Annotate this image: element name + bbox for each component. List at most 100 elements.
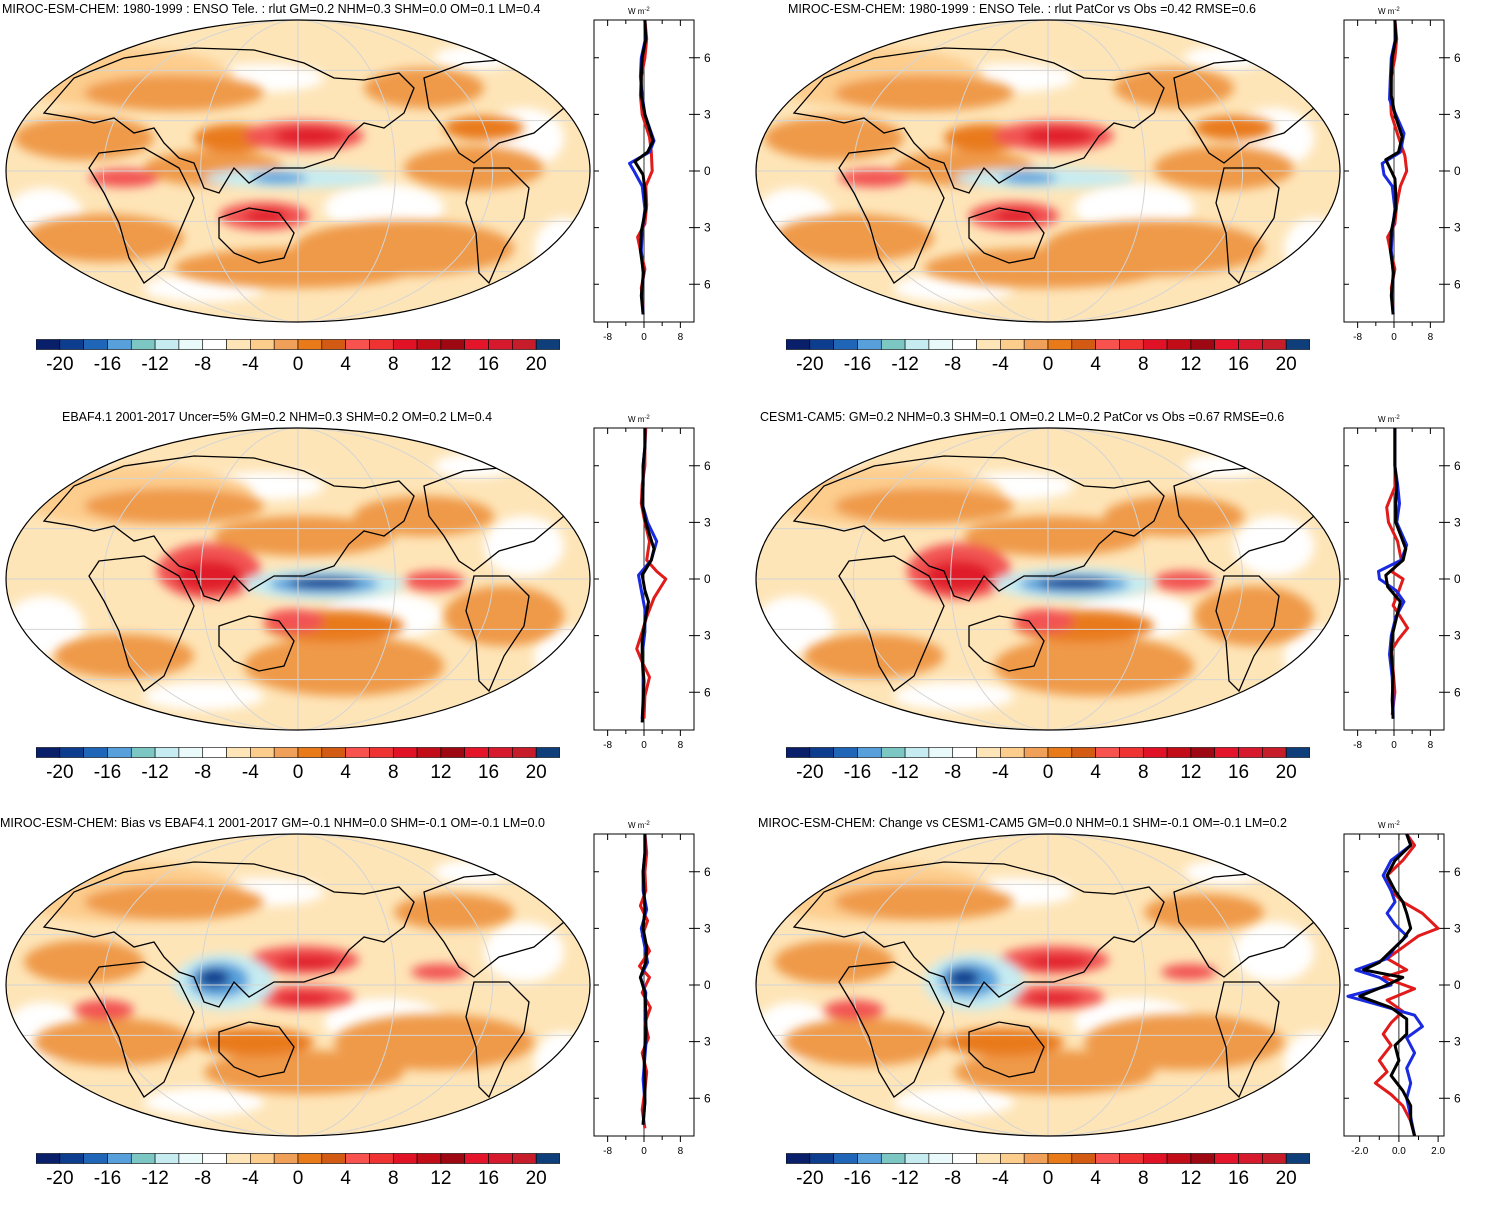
- colorbar: [36, 1153, 560, 1164]
- coastline: [968, 615, 1045, 672]
- colorbar-labels: -20 -16 -12 -8 -4 0 4 8 12 16 20: [36, 1168, 560, 1194]
- anomaly-patch: [251, 172, 307, 184]
- coastline: [88, 555, 195, 692]
- colorbar-swatch: [833, 1153, 858, 1164]
- lat-tick-label: 30N: [704, 107, 710, 121]
- colorbar-swatch: [202, 1153, 227, 1164]
- coastline: [465, 575, 530, 693]
- panel-title: MIROC-ESM-CHEM: Bias vs EBAF4.1 2001-201…: [0, 816, 545, 830]
- anomaly-patch: [14, 116, 154, 160]
- anomaly-patch: [444, 116, 524, 140]
- colorbar-swatch: [1023, 339, 1049, 350]
- colorbar-swatch: [1166, 1153, 1192, 1164]
- anomaly-patch: [84, 488, 264, 524]
- lat-tick-label: 30N: [704, 515, 710, 529]
- colorbar-swatch: [1119, 1153, 1144, 1164]
- colorbar-tick-label: 8: [1137, 354, 1149, 375]
- colorbar-swatch: [976, 1153, 1001, 1164]
- anomaly-patch: [1001, 172, 1057, 184]
- colorbar-swatch: [154, 1153, 180, 1164]
- colorbar-swatch: [321, 1153, 346, 1164]
- profile-unit-label: W m-2: [1378, 821, 1400, 830]
- colorbar-tick-label: 12: [430, 1168, 452, 1189]
- colorbar-swatch: [202, 747, 227, 758]
- colorbar-tick-label: 20: [1275, 354, 1297, 375]
- zonal-mean-profile: W m-2 -8 0 8 60N 30N 0 30S 60S: [593, 7, 710, 342]
- anomaly-patch: [964, 516, 1144, 556]
- panel-2: MIROC-ESM-CHEM: 1980-1999 : ENSO Tele. :…: [750, 0, 1485, 396]
- colorbar-tick-label: -8: [944, 354, 962, 375]
- profile-unit-label: W m-2: [628, 7, 650, 16]
- lat-tick-label: 30S: [1454, 629, 1460, 643]
- colorbar-swatch: [488, 339, 513, 350]
- colorbar-tick-label: -4: [991, 354, 1009, 375]
- zonal-mean-profile: W m-2 -2.0 0.0 2.0 60N 30N 0 30S 60S: [1343, 821, 1460, 1156]
- colorbar-swatch: [535, 747, 560, 758]
- colorbar-swatch: [976, 747, 1001, 758]
- colorbar-swatch: [392, 1153, 418, 1164]
- anomaly-patch: [34, 1018, 194, 1066]
- colorbar-swatch: [952, 1153, 977, 1164]
- colorbar-swatch: [1166, 747, 1192, 758]
- colorbar-swatch: [1238, 747, 1263, 758]
- coastline: [968, 207, 1045, 264]
- colorbar-tick-label: -20: [46, 762, 74, 783]
- anomaly-patch: [24, 214, 184, 262]
- panel-6: MIROC-ESM-CHEM: Change vs CESM1-CAM5 GM=…: [750, 814, 1485, 1210]
- lat-tick-label: 30N: [704, 921, 710, 935]
- anomaly-patch: [274, 127, 344, 145]
- graticule: [6, 834, 590, 1136]
- colorbar-swatch: [1190, 747, 1216, 758]
- colorbar-tick-label: 16: [477, 762, 500, 783]
- map-border: [755, 427, 1341, 731]
- lat-tick-label: 60N: [704, 865, 710, 879]
- colorbar-tick-label: -12: [141, 1168, 169, 1189]
- colorbar-swatch: [1166, 339, 1192, 350]
- colorbar-swatch: [857, 1153, 882, 1164]
- colorbar-swatch: [83, 1153, 108, 1164]
- profile-series-line: [1346, 833, 1424, 1137]
- anomaly-patch: [534, 1032, 590, 1092]
- anomaly-patch: [994, 636, 1194, 696]
- lat-tick-label: 60N: [704, 459, 710, 473]
- colorbar-swatch: [512, 747, 537, 758]
- colorbar-swatch: [1095, 747, 1120, 758]
- map-border: [755, 19, 1341, 323]
- profile-unit-label: W m-2: [628, 415, 650, 424]
- anomaly-patch: [534, 218, 590, 278]
- colorbar-tick-label: -20: [46, 354, 74, 375]
- colorbar-swatch: [512, 339, 537, 350]
- colorbar-tick-label: 8: [387, 1168, 399, 1189]
- colorbar-swatch: [83, 339, 108, 350]
- colorbar-swatch: [392, 747, 418, 758]
- colorbar: [786, 747, 1310, 758]
- colorbar-swatch: [273, 1153, 299, 1164]
- colorbar-swatch: [904, 747, 930, 758]
- colorbar-swatch: [59, 747, 84, 758]
- colorbar-tick-label: 16: [477, 1168, 500, 1189]
- anomaly-patch: [1114, 68, 1234, 108]
- anomaly-patch: [434, 46, 514, 70]
- lat-tick-label: 30S: [704, 629, 710, 643]
- panel-title: CESM1-CAM5: GM=0.2 NHM=0.3 SHM=0.1 OM=0.…: [760, 410, 1285, 424]
- anomaly-patch: [144, 1088, 264, 1116]
- colorbar-swatch: [130, 339, 156, 350]
- lat-tick-label: 60S: [1454, 685, 1460, 699]
- coastline: [465, 981, 530, 1099]
- anomaly-patch: [1234, 922, 1314, 982]
- colorbar-tick-label: -4: [991, 1168, 1009, 1189]
- anomaly-patch: [84, 75, 264, 111]
- colorbar-tick-label: 0: [1042, 762, 1054, 783]
- anomaly-patch: [404, 571, 464, 591]
- colorbar-swatch: [512, 1153, 537, 1164]
- colorbar-swatch: [36, 339, 61, 350]
- colorbar-swatch: [321, 747, 346, 758]
- colorbar-swatch: [250, 747, 275, 758]
- lat-tick-label: 0: [1454, 572, 1460, 586]
- colorbar-swatch: [928, 747, 954, 758]
- profile-series-line: [640, 428, 656, 723]
- colorbar-tick-label: 4: [1090, 1168, 1101, 1189]
- colorbar-swatch: [1047, 1153, 1073, 1164]
- colorbar-swatch: [880, 747, 906, 758]
- lat-tick-label: 0: [704, 978, 710, 992]
